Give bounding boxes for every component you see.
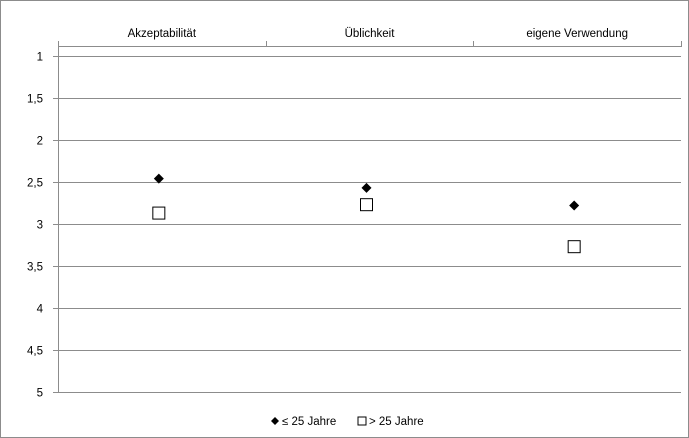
y-tick-label: 5 — [37, 388, 43, 400]
category-labels: Akzeptabilität Üblichkeit eigene Verwendun… — [128, 28, 628, 40]
y-tick-label: 1 — [37, 52, 43, 64]
axes — [53, 41, 682, 393]
data-points — [152, 173, 581, 254]
category-label: Akzeptabilität — [128, 28, 197, 40]
legend-label-series-1: ≤ 25 Jahre — [282, 416, 336, 428]
legend-marker-series-1 — [271, 417, 279, 425]
y-tick-label: 3,5 — [27, 262, 43, 274]
legend-label-series-2: > 25 Jahre — [369, 416, 424, 428]
data-point-series-1 — [361, 182, 372, 193]
data-point-series-2 — [360, 198, 373, 212]
legend: ≤ 25 Jahre > 25 Jahre — [271, 416, 424, 428]
data-point-series-2 — [152, 206, 166, 220]
category-label: Üblichkeit — [345, 28, 396, 40]
y-tick-label: 2 — [37, 136, 43, 148]
category-label: eigene Verwendung — [526, 28, 628, 40]
y-tick-label: 4 — [37, 304, 44, 316]
y-tick-label: 4,5 — [27, 346, 43, 358]
data-point-series-1 — [153, 173, 164, 184]
y-tick-label: 3 — [37, 220, 43, 232]
data-point-series-1 — [569, 200, 580, 211]
gridlines — [58, 56, 681, 393]
y-tick-label: 1,5 — [27, 94, 43, 106]
y-tick-label: 2,5 — [27, 178, 43, 190]
legend-marker-series-2 — [357, 416, 367, 426]
data-point-series-2 — [567, 240, 581, 254]
y-tick-labels: 1 1,5 2 2,5 3 3,5 4 4,5 5 — [27, 52, 44, 400]
